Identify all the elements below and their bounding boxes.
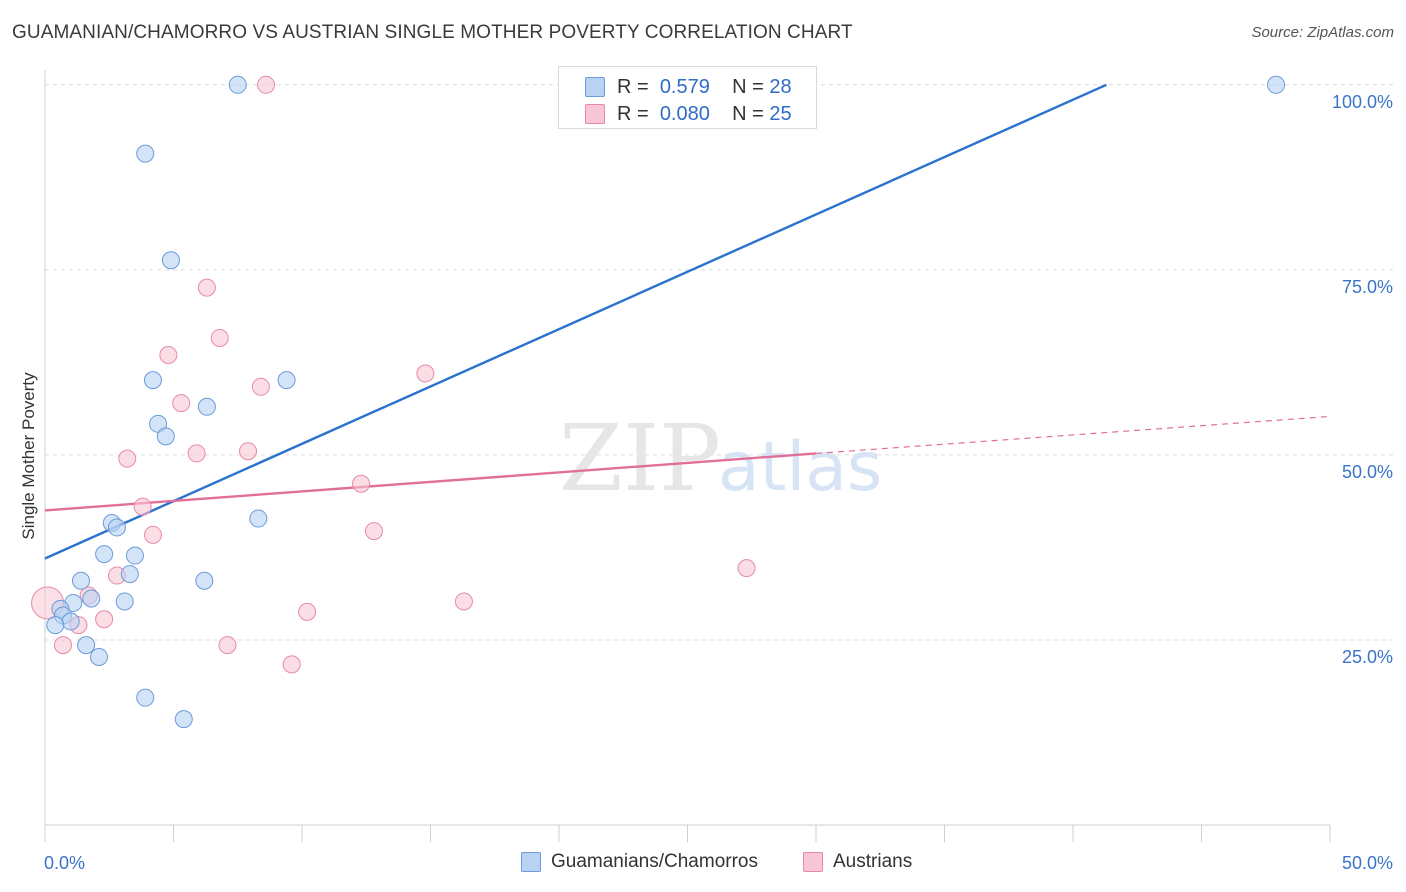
data-point <box>416 364 435 383</box>
chart-title: GUAMANIAN/CHAMORRO VS AUSTRIAN SINGLE MO… <box>12 22 853 43</box>
legend-n-value: 25 <box>769 102 792 125</box>
data-point <box>277 371 296 390</box>
data-point <box>143 525 162 544</box>
legend-r-value: 0.579 <box>659 75 710 98</box>
chart-source: Source: ZipAtlas.com <box>1251 24 1394 41</box>
data-point <box>95 610 114 629</box>
data-point <box>161 251 180 270</box>
data-point <box>364 522 383 541</box>
tick-labels: 25.0% 50.0% 75.0% 100.0% 0.0% 50.0% <box>44 92 1393 873</box>
data-point <box>53 636 72 655</box>
series-legend-guamanian[interactable]: Guamanians/Chamorros <box>521 851 758 873</box>
axes <box>44 70 1331 842</box>
x-tick-label: 50.0% <box>1342 853 1393 873</box>
y-tick-label: 25.0% <box>1342 647 1393 667</box>
data-point <box>737 559 756 578</box>
data-point <box>77 636 96 655</box>
data-point <box>239 442 258 461</box>
data-point <box>61 612 80 631</box>
watermark: ZIP atlas <box>559 405 882 512</box>
legend-n-value: 28 <box>769 75 792 98</box>
data-points <box>31 75 1286 729</box>
data-point <box>172 394 191 413</box>
data-point <box>136 144 155 163</box>
data-point <box>120 565 139 584</box>
data-point <box>454 592 473 611</box>
data-point <box>282 655 301 674</box>
data-point <box>218 636 237 655</box>
y-axis-label: Single Mother Poverty <box>19 372 38 540</box>
data-point <box>159 345 178 364</box>
data-point <box>174 710 193 729</box>
data-point <box>298 602 317 621</box>
x-tick-label: 0.0% <box>44 853 85 873</box>
data-point <box>82 589 101 608</box>
data-point <box>187 444 206 463</box>
data-point <box>156 427 175 446</box>
data-point <box>195 571 214 590</box>
legend-row-guamanian: R = 0.579 N = 28 <box>585 72 792 102</box>
series-legend-label: Austrians <box>833 851 913 872</box>
series-legend-austrian[interactable]: Austrians <box>803 851 912 873</box>
data-point <box>133 497 152 516</box>
data-point <box>118 449 137 468</box>
watermark-atlas: atlas <box>718 428 882 507</box>
data-point <box>95 545 114 564</box>
data-point <box>257 75 276 94</box>
data-point <box>210 328 229 347</box>
data-point <box>251 377 270 396</box>
legend-n-label: N = <box>732 75 764 98</box>
legend-n-label: N = <box>732 102 764 125</box>
legend-r-label: R = <box>617 75 649 98</box>
series-legend-label: Guamanians/Chamorros <box>551 851 758 872</box>
data-point <box>136 688 155 707</box>
series-legend: Guamanians/Chamorros Austrians <box>0 851 1406 877</box>
data-point <box>125 546 144 565</box>
series-swatch-pink <box>803 852 823 872</box>
y-tick-label: 50.0% <box>1342 462 1393 482</box>
data-point <box>1267 75 1286 94</box>
correlation-legend: R = 0.579 N = 28 R = 0.080 N = 25 <box>558 66 817 129</box>
data-point <box>249 509 268 528</box>
trend-lines <box>44 83 1331 560</box>
data-point <box>107 518 126 537</box>
data-point <box>197 397 216 416</box>
y-tick-label: 75.0% <box>1342 277 1393 297</box>
data-point <box>352 474 371 493</box>
trend-line <box>44 83 1107 560</box>
data-point <box>71 571 90 590</box>
data-point <box>228 75 247 94</box>
gridlines <box>45 84 1395 641</box>
watermark-zip: ZIP <box>559 405 721 512</box>
data-point <box>197 278 216 297</box>
y-tick-label: 100.0% <box>1332 92 1393 112</box>
data-point <box>143 371 162 390</box>
legend-r-label: R = <box>617 102 649 125</box>
data-point <box>115 592 134 611</box>
data-point <box>46 616 65 635</box>
trend-line-extension <box>815 415 1331 455</box>
legend-row-austrian: R = 0.080 N = 25 <box>585 99 792 129</box>
legend-r-value: 0.080 <box>659 102 710 125</box>
legend-swatch-blue <box>585 77 605 97</box>
legend-swatch-pink <box>585 104 605 124</box>
trend-line <box>44 452 817 512</box>
series-swatch-blue <box>521 852 541 872</box>
data-point <box>89 647 108 666</box>
